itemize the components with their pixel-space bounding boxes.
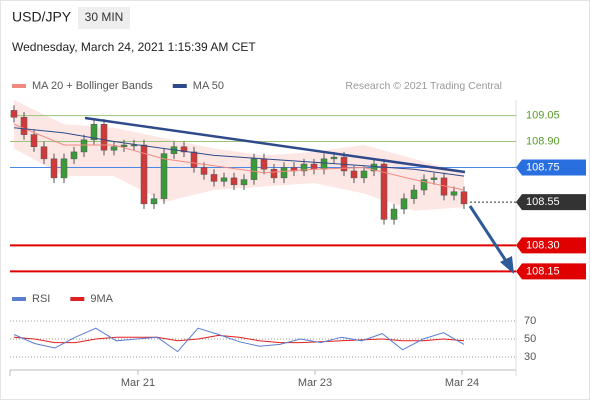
legend-label: MA 20 + Bollinger Bands: [32, 80, 153, 92]
candle-body: [230, 177, 238, 186]
candle-body: [110, 146, 118, 151]
candle-body: [160, 153, 168, 199]
candle-body: [360, 170, 368, 179]
arrow-head: [500, 256, 514, 274]
candle-body: [450, 191, 458, 196]
rsi-tick-label: 70: [524, 315, 536, 327]
candle-body: [200, 167, 208, 175]
rsi-legend-label: RSI: [32, 293, 50, 305]
x-tick-label: Mar 23: [298, 377, 332, 389]
candle-body: [120, 144, 128, 147]
level-label: 108.75: [526, 161, 560, 173]
candle-body: [320, 158, 328, 170]
candle-body: [10, 110, 18, 118]
candle-body: [70, 151, 78, 160]
candle-body: [410, 189, 418, 199]
candle-body: [270, 168, 278, 179]
rsi-legend-swatch: [70, 297, 85, 301]
candle-body: [380, 163, 388, 220]
candle-body: [460, 191, 468, 205]
bollinger-band: [14, 100, 464, 211]
ma50: [13, 127, 465, 177]
candle-body: [190, 151, 198, 168]
candle-body: [430, 177, 438, 180]
candle-body: [420, 179, 428, 191]
x-tick-label: Mar 24: [445, 377, 479, 389]
candle-body: [30, 134, 38, 147]
interval-button[interactable]: [78, 7, 130, 29]
rsi-tick-label: 50: [524, 333, 536, 345]
candle-body: [240, 179, 248, 186]
candle-body: [20, 117, 28, 135]
forecast-arrow: [468, 205, 510, 265]
candle-body: [390, 208, 398, 220]
level-label: 109.05: [526, 109, 560, 121]
x-tick-label: Mar 21: [121, 377, 155, 389]
rsi-tick-label: 30: [524, 351, 536, 363]
level-tag: [516, 237, 586, 254]
candle-body: [40, 146, 48, 160]
candle-body: [300, 163, 308, 172]
candle-body: [60, 158, 68, 179]
candle-body: [100, 123, 108, 151]
level-label: 108.30: [526, 239, 560, 251]
candle-body: [80, 139, 88, 153]
level-label: 108.55: [526, 196, 560, 208]
credit: Research © 2021 Trading Central: [345, 80, 502, 92]
candle-body: [180, 146, 188, 153]
legend-label: MA 50: [193, 80, 224, 92]
rsi-legend-label: 9MA: [90, 293, 113, 305]
ma20: [13, 123, 465, 191]
timestamp: Wednesday, March 24, 2021 1:15:39 AM CET: [12, 40, 256, 54]
candle-body: [90, 123, 98, 141]
legend-swatch: [172, 84, 187, 88]
candle-body: [260, 158, 268, 170]
interval[interactable]: 30 MIN: [85, 10, 124, 24]
level-tag: [516, 159, 586, 176]
rsi-line: [13, 327, 465, 353]
candle-body: [310, 163, 318, 170]
level-tag: [516, 263, 586, 280]
candle-body: [150, 198, 158, 205]
candle-body: [210, 174, 218, 182]
candle-body: [220, 177, 228, 182]
level-label: 108.15: [526, 265, 560, 277]
legend-swatch: [12, 84, 26, 88]
candle-body: [280, 167, 288, 179]
symbol: USD/JPY: [12, 9, 72, 25]
level-tag: [516, 194, 586, 211]
candle-body: [130, 144, 138, 147]
rsi-legend-swatch: [12, 297, 26, 301]
candle-body: [330, 156, 338, 160]
candle-body: [140, 144, 148, 205]
candle-body: [370, 163, 378, 172]
candle-body: [350, 170, 358, 179]
candle-body: [50, 158, 58, 179]
candle-body: [400, 198, 408, 210]
level-label: 108.90: [526, 135, 560, 147]
trendline: [84, 116, 466, 174]
candle-body: [250, 158, 258, 180]
